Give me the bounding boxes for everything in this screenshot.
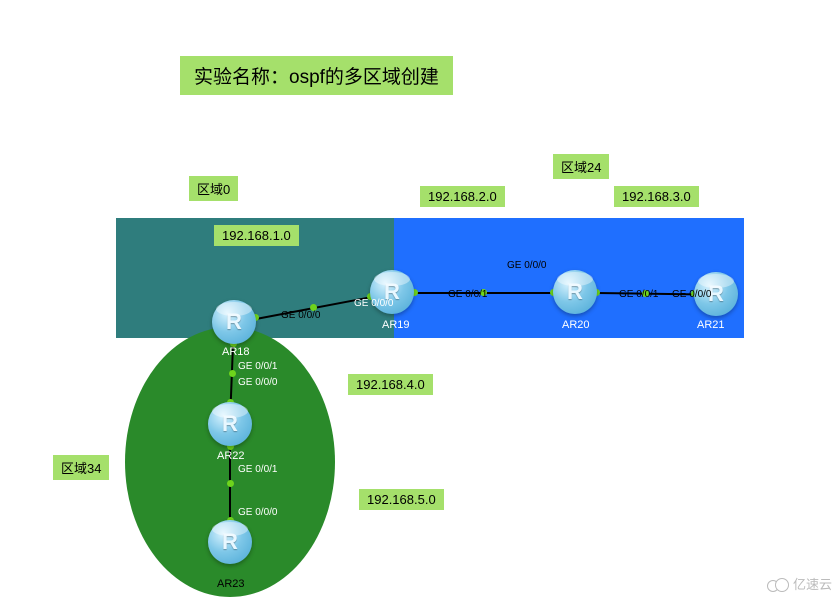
area-34-ellipse <box>0 0 1 1</box>
port-ar21-g000: GE 0/0/0 <box>672 289 711 300</box>
port-ar19-g001: GE 0/0/1 <box>448 289 487 300</box>
watermark: 亿速云 <box>767 574 832 593</box>
router-ar23: R <box>208 520 252 564</box>
title: 实验名称：ospf的多区域创建 <box>180 56 453 95</box>
area0-label: 区域0 <box>189 176 238 201</box>
port-ar20-g000: GE 0/0/0 <box>507 260 546 271</box>
port-ar20-g001: GE 0/0/1 <box>619 289 658 300</box>
net-1: 192.168.1.0 <box>214 225 299 246</box>
area34-label: 区域34 <box>53 455 109 480</box>
ar21-name: AR21 <box>697 319 725 331</box>
router-ar20: R <box>553 270 597 314</box>
net-5: 192.168.5.0 <box>359 489 444 510</box>
port-ar23-g000: GE 0/0/0 <box>238 507 277 518</box>
net-4: 192.168.4.0 <box>348 374 433 395</box>
net-3: 192.168.3.0 <box>614 186 699 207</box>
net-2: 192.168.2.0 <box>420 186 505 207</box>
cloud-icon <box>767 577 789 591</box>
port-ar22-g000: GE 0/0/0 <box>238 377 277 388</box>
port-ar19-g000: GE 0/0/0 <box>354 298 393 309</box>
port-ar18-g001: GE 0/0/1 <box>238 361 277 372</box>
ar20-name: AR20 <box>562 319 590 331</box>
port-ar18-g000: GE 0/0/0 <box>281 310 320 321</box>
ar23-name: AR23 <box>217 578 245 590</box>
ar18-name: AR18 <box>222 346 250 358</box>
ar22-name: AR22 <box>217 450 245 462</box>
router-ar22: R <box>208 402 252 446</box>
watermark-text: 亿速云 <box>793 574 832 593</box>
ar19-name: AR19 <box>382 319 410 331</box>
router-ar18: R <box>212 300 256 344</box>
area24-label: 区域24 <box>553 154 609 179</box>
port-ar22-g001: GE 0/0/1 <box>238 464 277 475</box>
